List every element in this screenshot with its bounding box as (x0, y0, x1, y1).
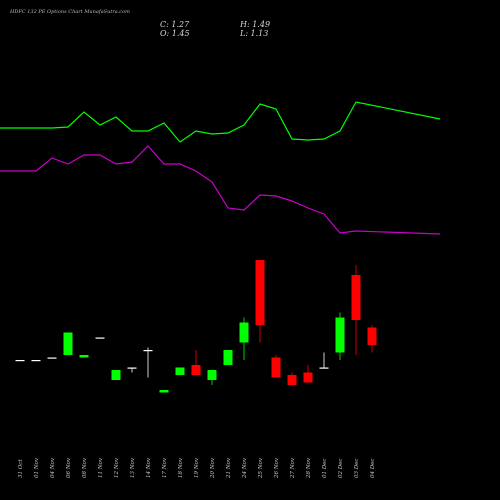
candle (351, 265, 361, 355)
x-tick-label: 26 Nov (274, 457, 280, 479)
candle-body (143, 350, 153, 352)
candle-body (367, 327, 377, 345)
x-tick-label: 08 Nov (82, 457, 88, 478)
candle (319, 352, 329, 369)
candle-body (303, 372, 313, 383)
x-tick-label: 01 Dec (322, 459, 328, 479)
candle (15, 360, 25, 362)
close-value: C: 1.27 (160, 20, 190, 29)
x-tick-label: 11 Nov (98, 457, 104, 478)
candlesticks (15, 260, 377, 393)
candle (175, 367, 185, 375)
candle (335, 312, 345, 360)
x-tick-label: 18 Nov (178, 457, 184, 478)
candle-body (191, 365, 201, 375)
candle (271, 355, 281, 378)
candle-body (47, 357, 57, 359)
candle (79, 355, 89, 358)
indicator-line-2 (0, 145, 441, 235)
candle-body (95, 337, 105, 339)
candle (63, 332, 73, 355)
candle-body (207, 370, 217, 380)
candle-body (255, 260, 265, 325)
candle-body (79, 355, 89, 358)
chart-title: HDFC 132 PE Options Chart MunafaSutra.co… (10, 9, 130, 15)
candle-body (335, 317, 345, 353)
open-value: O: 1.45 (160, 29, 190, 38)
x-tick-label: 19 Nov (194, 457, 200, 478)
x-tick-label: 12 Nov (114, 457, 120, 478)
x-tick-label: 24 Nov (242, 457, 248, 479)
candle-body (351, 275, 361, 320)
x-tick-label: 21 Nov (226, 457, 232, 479)
x-axis-labels: 31 Oct 01 Nov 04 Nov 06 Nov 08 Nov 11 Nov 12 N… (18, 457, 376, 479)
x-tick-label: 04 Dec (370, 459, 376, 479)
indicator-line-1 (0, 101, 441, 143)
candle-body (159, 390, 169, 393)
x-tick-label: 28 Nov (306, 457, 312, 479)
indicator-lines (0, 101, 441, 235)
candle-body (15, 360, 25, 362)
x-tick-label: 14 Nov (146, 457, 152, 478)
candle-body (223, 350, 233, 365)
x-tick-label: 02 Dec (338, 459, 344, 479)
candle (31, 360, 41, 362)
candle (207, 370, 217, 385)
candle-body (31, 360, 41, 362)
candle (255, 260, 265, 343)
candle-body (111, 370, 121, 380)
x-tick-label: 20 Nov (210, 457, 216, 479)
x-tick-label: 04 Nov (50, 457, 56, 478)
candle (367, 325, 377, 353)
x-tick-label: 31 Oct (18, 459, 24, 478)
candle (239, 317, 249, 360)
candle-body (175, 367, 185, 375)
candle-body (63, 332, 73, 355)
x-tick-label: 01 Nov (34, 457, 40, 478)
candle-body (127, 367, 137, 369)
candle (95, 337, 105, 339)
candle-body (239, 322, 249, 343)
candle-body (287, 375, 297, 385)
x-tick-label: 27 Nov (290, 457, 296, 479)
x-tick-label: 06 Nov (66, 457, 72, 478)
candle (127, 367, 137, 373)
low-value: L: 1.13 (240, 29, 269, 38)
candle (287, 372, 297, 385)
candle (47, 357, 57, 359)
candle (223, 350, 233, 365)
candle (303, 365, 313, 383)
candle (111, 370, 121, 380)
x-tick-label: 13 Nov (130, 457, 136, 478)
candle (159, 390, 169, 393)
high-value: H: 1.49 (240, 20, 271, 29)
candle (143, 347, 153, 378)
x-tick-label: 03 Dec (354, 459, 360, 479)
candle (191, 350, 201, 375)
candle-body (319, 367, 329, 369)
x-tick-label: 17 Nov (162, 457, 168, 478)
x-tick-label: 25 Nov (258, 457, 264, 479)
candle-body (271, 357, 281, 378)
